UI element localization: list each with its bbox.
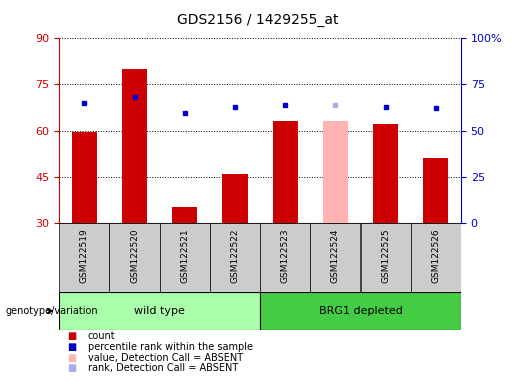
Bar — [423, 158, 449, 223]
Text: wild type: wild type — [134, 306, 185, 316]
Text: value, Detection Call = ABSENT: value, Detection Call = ABSENT — [88, 353, 243, 362]
Bar — [260, 223, 310, 292]
Bar — [122, 69, 147, 223]
Bar — [272, 121, 298, 223]
Text: GSM122522: GSM122522 — [231, 228, 239, 283]
Text: ■: ■ — [67, 363, 76, 373]
Bar — [59, 223, 109, 292]
Bar — [410, 223, 461, 292]
Text: ■: ■ — [67, 342, 76, 352]
Text: ■: ■ — [67, 353, 76, 362]
Bar — [222, 174, 248, 223]
Text: GSM122524: GSM122524 — [331, 228, 340, 283]
Bar — [373, 124, 398, 223]
Bar — [210, 223, 260, 292]
Bar — [323, 121, 348, 223]
Text: genotype/variation: genotype/variation — [5, 306, 98, 316]
Text: GSM122525: GSM122525 — [381, 228, 390, 283]
Bar — [59, 292, 260, 330]
Text: GSM122526: GSM122526 — [432, 228, 440, 283]
Bar — [310, 223, 360, 292]
Text: GDS2156 / 1429255_at: GDS2156 / 1429255_at — [177, 13, 338, 27]
Bar — [360, 223, 410, 292]
Text: percentile rank within the sample: percentile rank within the sample — [88, 342, 252, 352]
Text: GSM122519: GSM122519 — [80, 228, 89, 283]
Text: BRG1 depleted: BRG1 depleted — [319, 306, 402, 316]
Bar — [72, 132, 97, 223]
Text: ■: ■ — [67, 331, 76, 341]
Text: rank, Detection Call = ABSENT: rank, Detection Call = ABSENT — [88, 363, 238, 373]
Text: GSM122521: GSM122521 — [180, 228, 189, 283]
Text: GSM122520: GSM122520 — [130, 228, 139, 283]
Bar — [260, 292, 461, 330]
Bar — [109, 223, 160, 292]
Text: count: count — [88, 331, 115, 341]
Bar — [160, 223, 210, 292]
Text: GSM122523: GSM122523 — [281, 228, 289, 283]
Bar — [172, 207, 197, 223]
